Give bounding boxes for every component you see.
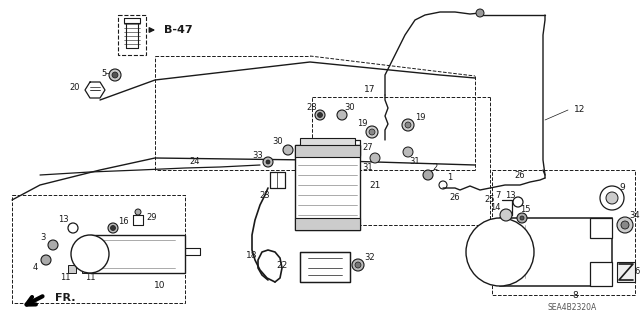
Bar [617,262,635,282]
Circle shape [500,209,512,221]
Text: 7: 7 [495,190,500,199]
Circle shape [283,145,293,155]
Circle shape [520,216,524,220]
Text: 28: 28 [307,103,317,113]
Circle shape [466,218,534,286]
Text: 26: 26 [515,170,525,180]
Text: 20: 20 [70,83,80,92]
Circle shape [355,262,361,268]
Text: 15: 15 [520,205,531,214]
Text: 6: 6 [634,268,640,277]
Text: 22: 22 [276,261,287,270]
Circle shape [352,259,364,271]
Text: 31: 31 [363,164,373,173]
Text: 4: 4 [33,263,38,272]
Bar [12,195,185,303]
Text: 24: 24 [189,158,200,167]
Text: 12: 12 [574,106,586,115]
Circle shape [617,217,633,233]
Circle shape [263,157,273,167]
Circle shape [109,69,121,81]
Bar [590,262,612,286]
Circle shape [369,129,375,135]
Circle shape [317,113,323,117]
Circle shape [600,186,624,210]
Bar [492,170,635,295]
Circle shape [621,221,629,229]
Text: 14: 14 [490,204,500,212]
Text: 16: 16 [118,218,128,226]
Circle shape [517,213,527,223]
Text: FR.: FR. [55,293,76,303]
Text: 11: 11 [60,273,70,283]
Bar [295,145,360,230]
Circle shape [315,110,325,120]
Circle shape [423,170,433,180]
Text: 31: 31 [410,158,420,167]
Circle shape [337,110,347,120]
Text: 13: 13 [58,216,68,225]
Circle shape [48,240,58,250]
Text: 34: 34 [630,211,640,219]
Text: 5: 5 [101,69,107,78]
Text: 18: 18 [246,250,258,259]
Circle shape [41,255,51,265]
Circle shape [266,160,270,164]
Text: B-47: B-47 [164,25,192,35]
Text: 27: 27 [363,143,373,152]
Text: 21: 21 [369,181,381,189]
Bar [82,265,90,273]
Text: 19: 19 [415,114,425,122]
Text: 13: 13 [505,190,515,199]
Text: 29: 29 [147,213,157,222]
Text: 2: 2 [433,164,438,173]
Text: 17: 17 [364,85,376,94]
Text: 23: 23 [260,190,270,199]
Bar [300,138,355,148]
Text: 30: 30 [345,103,355,113]
Text: 9: 9 [619,183,625,192]
Bar [295,218,360,230]
Circle shape [403,147,413,157]
Circle shape [476,9,484,17]
Text: 33: 33 [253,151,264,160]
Text: SEA4B2320A: SEA4B2320A [547,303,596,313]
Text: 1: 1 [447,174,452,182]
Bar [500,218,612,286]
Text: 26: 26 [450,194,460,203]
Bar [590,218,612,238]
Circle shape [402,119,414,131]
Circle shape [111,226,115,231]
Bar [118,15,146,55]
Text: 3: 3 [40,234,45,242]
Text: 30: 30 [273,137,284,146]
Bar [90,235,185,273]
Circle shape [370,153,380,163]
Circle shape [112,72,118,78]
Text: 19: 19 [356,120,367,129]
Bar [300,252,350,282]
Circle shape [108,223,118,233]
Circle shape [366,126,378,138]
Bar [68,265,76,273]
Circle shape [71,235,109,273]
Text: 10: 10 [154,280,166,290]
Circle shape [606,192,618,204]
Text: 25: 25 [484,196,495,204]
Circle shape [405,122,411,128]
Text: 8: 8 [572,291,578,300]
Text: 11: 11 [84,273,95,283]
Circle shape [135,209,141,215]
Bar [295,145,360,157]
Text: 32: 32 [365,254,375,263]
